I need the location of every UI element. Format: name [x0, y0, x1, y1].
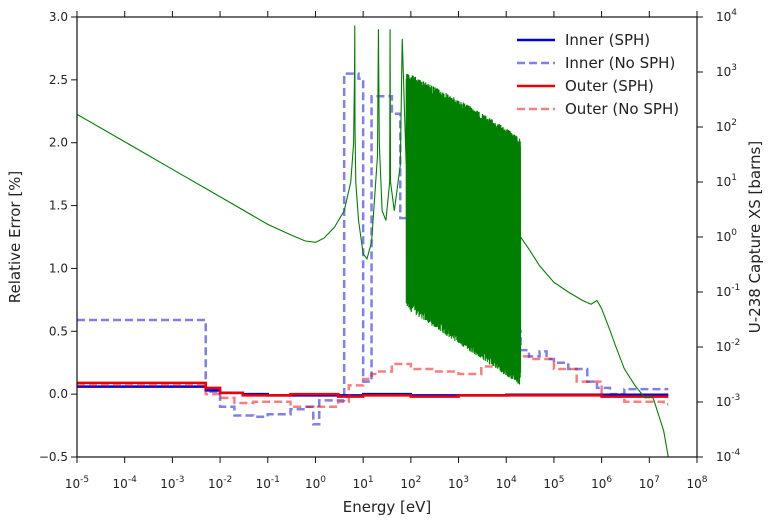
- y2-axis-label: U-238 Capture XS [barns]: [746, 141, 764, 333]
- y2-tick-label: 103: [716, 63, 737, 79]
- series-line-4: [77, 25, 669, 457]
- x-tick-label: 101: [353, 475, 374, 491]
- legend-entry: Outer (No SPH): [565, 100, 679, 118]
- y2-tick-label: 10-4: [716, 448, 741, 464]
- y-tick-label: 1.5: [49, 199, 68, 213]
- x-tick-label: 106: [591, 475, 612, 491]
- y-tick-label: 3.0: [49, 10, 68, 24]
- y2-tick-label: 102: [716, 118, 737, 134]
- y-axis-label: Relative Error [%]: [6, 171, 24, 304]
- y2-tick-label: 100: [716, 228, 737, 244]
- series-line-3: [77, 355, 669, 408]
- y2-tick-label: 10-3: [716, 393, 740, 409]
- x-tick-label: 105: [543, 475, 564, 491]
- y-tick-label: −0.5: [39, 450, 68, 464]
- y-tick-label: 2.5: [49, 73, 68, 87]
- legend-entry: Outer (SPH): [565, 77, 654, 95]
- x-tick-label: 10-3: [160, 475, 184, 491]
- plot-area: [77, 25, 669, 457]
- y-tick-label: 0.0: [49, 387, 68, 401]
- y2-tick-label: 10-1: [716, 283, 740, 299]
- x-axis-label: Energy [eV]: [343, 498, 431, 516]
- series-line-2: [77, 381, 669, 398]
- x-tick-label: 104: [496, 475, 517, 491]
- x-tick-label: 107: [639, 475, 660, 491]
- series-line-1: [77, 72, 669, 426]
- x-tick-label: 103: [448, 475, 469, 491]
- x-tick-label: 10-2: [208, 475, 232, 491]
- y-tick-label: 0.5: [49, 324, 68, 338]
- x-tick-label: 108: [686, 475, 707, 491]
- x-tick-label: 100: [305, 475, 326, 491]
- y-tick-label: 1.0: [49, 261, 68, 275]
- x-tick-label: 10-4: [113, 475, 138, 491]
- x-tick-label: 10-1: [256, 475, 280, 491]
- y2-tick-label: 10-2: [716, 338, 740, 354]
- y-tick-label: 2.0: [49, 136, 68, 150]
- axes: 10-5 10-4 10-3 10-2 10-1 100 101 102 103 104 105 10…: [39, 8, 741, 491]
- y2-tick-label: 104: [716, 8, 737, 24]
- y2-tick-label: 101: [716, 173, 737, 189]
- legend: Inner (SPH) Inner (No SPH) Outer (SPH) Oute…: [517, 31, 679, 118]
- x-tick-label: 10-5: [65, 475, 89, 491]
- x-tick-label: 102: [400, 475, 421, 491]
- legend-entry: Inner (No SPH): [565, 54, 675, 72]
- legend-entry: Inner (SPH): [565, 31, 650, 49]
